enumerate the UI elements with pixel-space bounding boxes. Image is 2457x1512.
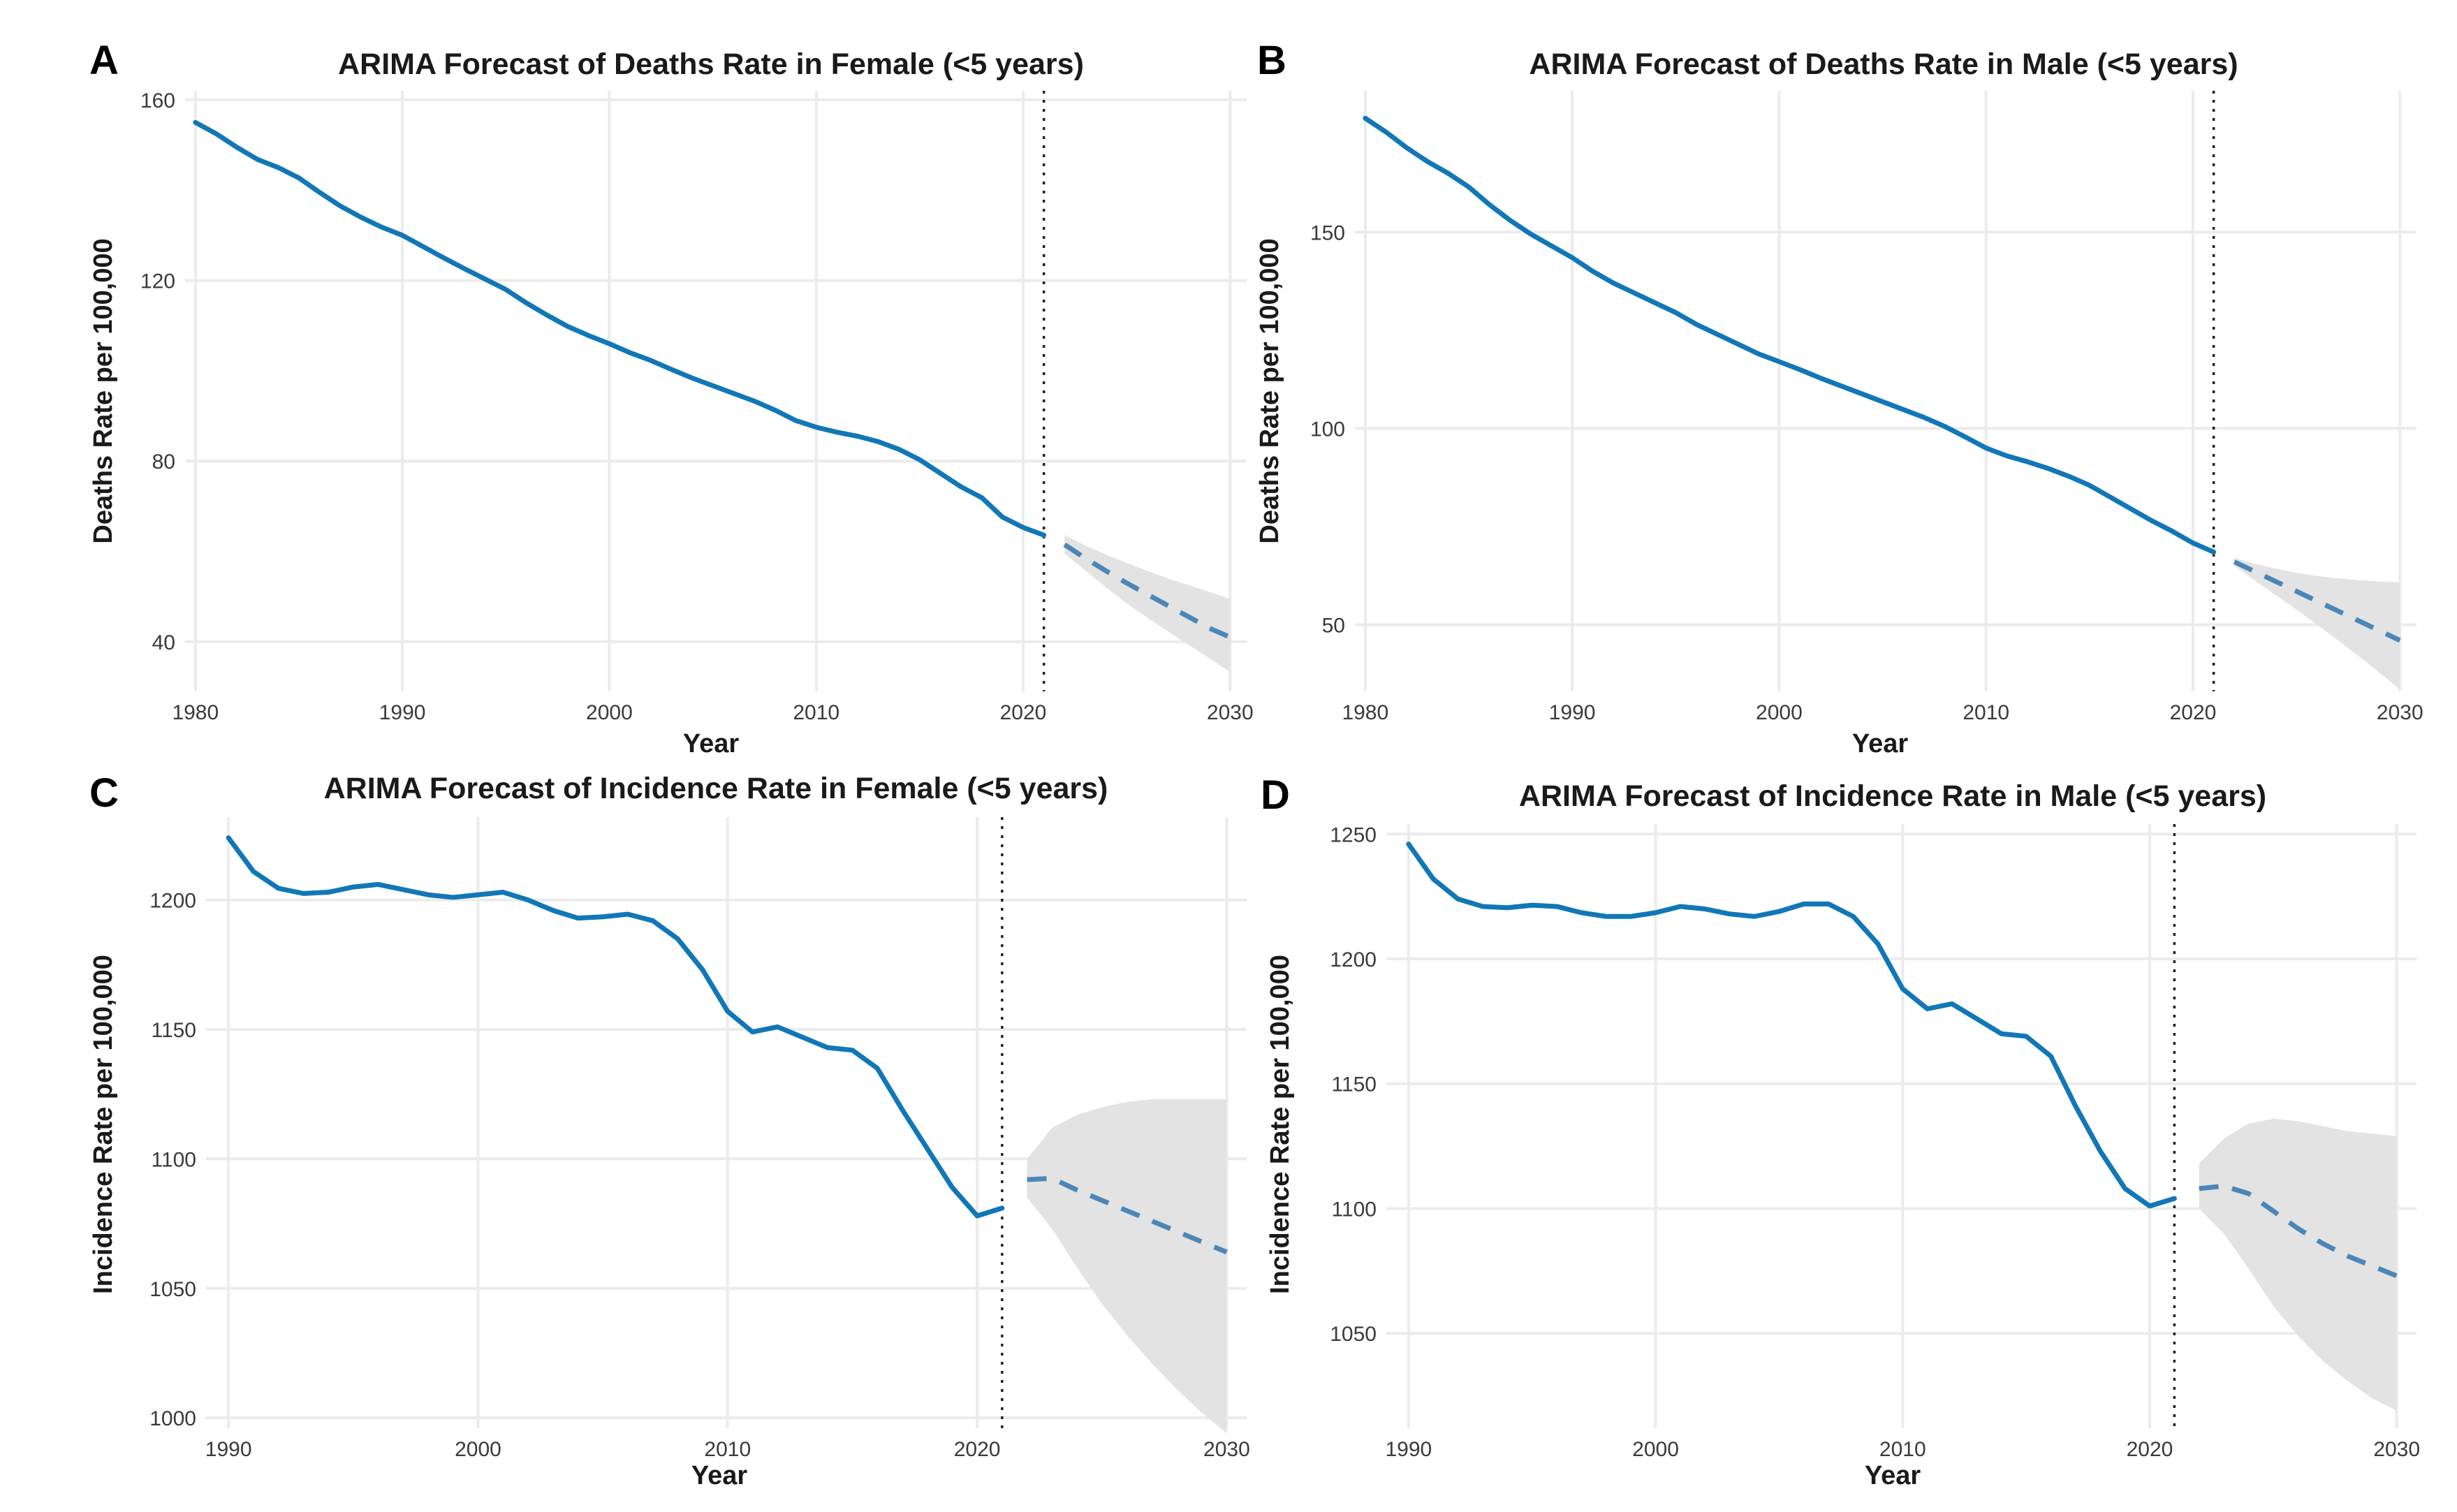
y-tick-label: 1200 (149, 890, 196, 913)
x-tick-label: 1990 (205, 1438, 252, 1461)
x-tick-label: 2020 (1000, 701, 1047, 724)
x-axis-label: Year (691, 1461, 748, 1490)
y-tick-label: 1150 (1331, 1073, 1377, 1096)
x-tick-label: 2000 (455, 1438, 501, 1461)
panel-letter: D (1261, 772, 1290, 818)
forecast-series-line (2199, 1183, 2398, 1279)
y-axis-label: Incidence Rate per 100,000 (89, 955, 118, 1294)
x-axis-label: Year (683, 729, 740, 758)
panel-b: B ARIMA Forecast of Deaths Rate in Male … (1255, 38, 2423, 758)
x-tick-label: 2000 (1632, 1438, 1679, 1461)
x-tick-label: 1990 (379, 701, 426, 724)
x-tick-label: 2030 (2377, 701, 2423, 724)
panel-letter: B (1257, 38, 1286, 83)
y-tick-label: 1000 (149, 1407, 196, 1430)
panel-letter: C (89, 770, 119, 816)
x-tick-label: 2010 (704, 1438, 751, 1461)
y-tick-label: 160 (140, 89, 175, 112)
confidence-band (2234, 557, 2400, 690)
x-tick-label: 2000 (586, 701, 633, 724)
y-tick-label: 1200 (1330, 948, 1377, 971)
history-series-line (193, 119, 1047, 538)
y-tick-label: 1100 (1331, 1198, 1377, 1221)
chart-title: ARIMA Forecast of Deaths Rate in Female … (338, 47, 1084, 81)
chart-title: ARIMA Forecast of Incidence Rate in Male… (1519, 779, 2266, 813)
x-tick-label: 2010 (793, 701, 839, 724)
x-tick-label: 2020 (954, 1438, 1001, 1461)
x-tick-label: 2030 (2373, 1438, 2420, 1461)
y-tick-label: 1150 (151, 1019, 196, 1042)
panel-d: D ARIMA Forecast of Incidence Rate in Ma… (1261, 772, 2420, 1490)
plot-area: 1980 1990 2000 2010 2020 2030 40 80 120 160 (140, 89, 1254, 724)
plot-area: 1980 1990 2000 2010 2020 2030 50 100 150 (1310, 91, 2423, 724)
y-axis-label: Incidence Rate per 100,000 (1266, 955, 1295, 1294)
y-tick-label: 1100 (151, 1148, 196, 1171)
history-series-line (226, 835, 1005, 1219)
x-tick-label: 1990 (1549, 701, 1596, 724)
y-tick-label: 100 (1310, 418, 1345, 441)
x-axis-label: Year (1865, 1461, 1921, 1490)
forecast-series-line (2233, 559, 2401, 643)
chart-title: ARIMA Forecast of Incidence Rate in Fema… (324, 772, 1108, 805)
x-tick-label: 2010 (1963, 701, 2009, 724)
y-tick-label: 80 (152, 450, 175, 474)
x-tick-label: 2010 (1879, 1438, 1926, 1461)
y-tick-label: 120 (140, 270, 175, 293)
x-tick-label: 2020 (2170, 701, 2217, 724)
x-tick-label: 2020 (2127, 1438, 2173, 1461)
x-tick-label: 1990 (1385, 1438, 1432, 1461)
y-tick-label: 1250 (1330, 823, 1377, 846)
x-axis-label: Year (1852, 729, 1909, 758)
x-tick-label: 1980 (172, 701, 219, 724)
x-tick-label: 2000 (1756, 701, 1803, 724)
y-tick-label: 40 (152, 631, 175, 654)
plot-area: 1990 2000 2010 2020 2030 1000 1050 1100 1150 1200 (149, 817, 1250, 1461)
x-tick-label: 2030 (1203, 1438, 1250, 1461)
y-tick-label: 50 (1322, 614, 1345, 637)
confidence-band (1027, 1099, 1227, 1434)
forecast-series-line (1027, 1175, 1228, 1255)
panel-letter: A (89, 38, 119, 83)
panel-c: C ARIMA Forecast of Incidence Rate in Fe… (89, 770, 1250, 1490)
y-tick-label: 150 (1310, 221, 1345, 244)
history-series-line (1363, 115, 2217, 555)
y-tick-label: 1050 (149, 1278, 196, 1301)
history-series-line (1406, 842, 2177, 1209)
plot-area: 1990 2000 2010 2020 2030 1050 1100 1150 1200 1250 (1330, 823, 2420, 1461)
y-tick-label: 1050 (1330, 1323, 1377, 1346)
x-tick-label: 1980 (1342, 701, 1388, 724)
y-axis-label: Deaths Rate per 100,000 (1255, 238, 1284, 543)
y-axis-label: Deaths Rate per 100,000 (89, 238, 118, 543)
panel-a: A ARIMA Forecast of Deaths Rate in Femal… (89, 38, 1254, 758)
x-tick-label: 2030 (1207, 701, 1254, 724)
chart-title: ARIMA Forecast of Deaths Rate in Male (<… (1529, 47, 2238, 81)
